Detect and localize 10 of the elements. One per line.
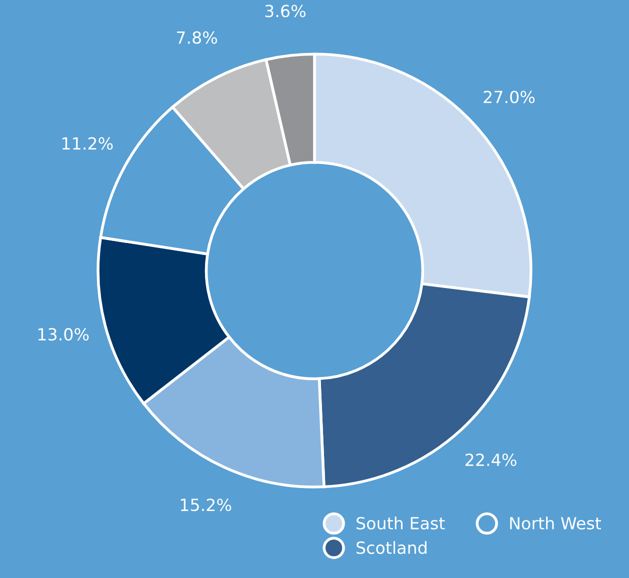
- data-label: 27.0%: [484, 90, 535, 104]
- data-label: 7.8%: [177, 31, 218, 44]
- data-label: 11.2%: [62, 137, 113, 150]
- legend-label: North West: [510, 516, 602, 530]
- legend-label: South East: [356, 516, 445, 530]
- data-label: 22.4%: [466, 453, 516, 466]
- legend-label: Scotland: [356, 541, 426, 554]
- data-label: 15.2%: [180, 498, 232, 512]
- data-label: 13.0%: [38, 328, 89, 341]
- data-label: 3.6%: [265, 4, 306, 18]
